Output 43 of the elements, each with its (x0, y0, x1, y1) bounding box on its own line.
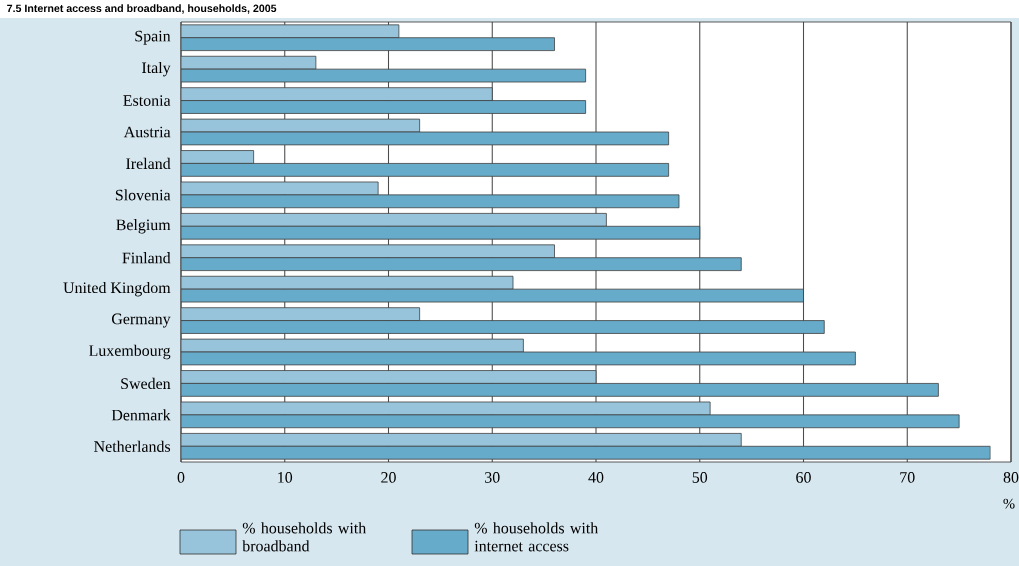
bar (181, 163, 670, 177)
bar (181, 100, 587, 114)
bar (181, 445, 991, 460)
bar (181, 213, 607, 227)
x-tick-label: 50 (692, 472, 708, 483)
y-tick-label: Germany (111, 313, 171, 328)
bar (181, 150, 255, 164)
x-tick-label: 40 (588, 472, 604, 483)
bar (181, 433, 742, 447)
bar (181, 383, 939, 397)
x-tick-label: 60 (796, 472, 811, 483)
x-tick-label: 10 (278, 472, 293, 483)
y-tick-label: Slovenia (115, 189, 171, 201)
y-tick-label: Sweden (121, 377, 171, 390)
bar (181, 244, 555, 259)
bar (181, 257, 742, 271)
bar (181, 24, 400, 39)
x-tick-label: 30 (485, 472, 500, 483)
legend-label: % households with broadband (242, 522, 367, 552)
y-tick-label: Estonia (123, 95, 171, 106)
bar (181, 320, 825, 334)
x-tick-label: 20 (381, 472, 396, 483)
x-tick-label: 0 (177, 472, 185, 483)
y-tick-label: United Kingdom (63, 281, 171, 297)
x-axis-title: % (1003, 498, 1015, 509)
bar (181, 225, 701, 240)
y-tick-label: Finland (122, 252, 171, 264)
bar (181, 307, 421, 321)
y-tick-label: Belgium (116, 219, 171, 234)
bar (181, 87, 493, 101)
legend-label: % households with internet access (474, 522, 599, 552)
x-tick-label: 80 (1003, 472, 1019, 483)
bar (181, 370, 597, 384)
y-tick-label: Ireland (126, 157, 171, 170)
y-tick-label: Luxembourg (89, 344, 171, 360)
y-tick-label: Netherlands (94, 440, 171, 452)
bar (181, 37, 555, 51)
y-tick-label: Italy (142, 61, 171, 77)
y-tick-label: Spain (135, 30, 171, 45)
chart-title: 7.5 Internet access and broadband, households, 2005 (7, 4, 277, 14)
y-tick-label: Austria (123, 126, 171, 138)
y-tick-label: Denmark (111, 409, 171, 421)
x-tick-label: 70 (900, 472, 915, 483)
